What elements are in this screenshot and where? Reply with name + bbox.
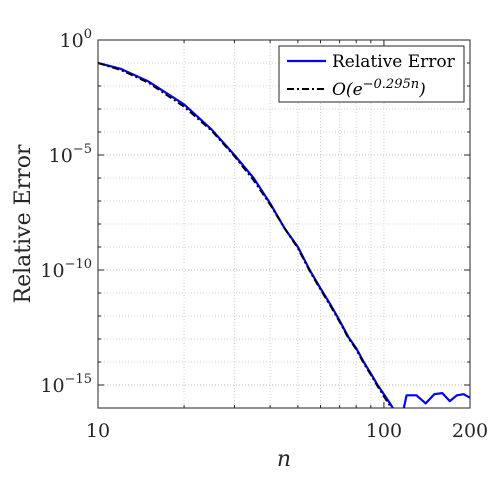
- y-tick-label: 10−15: [40, 372, 92, 397]
- legend-label-fit: O(e−0.295n): [332, 77, 426, 100]
- legend-box: [278, 45, 465, 103]
- series-relative-error-line: [98, 61, 470, 408]
- x-tick-label: 200: [452, 420, 488, 442]
- legend-label-relative-error: Relative Error: [332, 52, 456, 72]
- series-fit-line: [98, 62, 393, 408]
- x-tick-label: 10: [86, 420, 110, 442]
- y-tick-label: 100: [60, 27, 92, 52]
- legend-fit-main: O(e: [332, 80, 363, 100]
- y-tick-label: 10−5: [49, 142, 92, 167]
- legend: Relative Error O(e−0.295n): [278, 45, 465, 103]
- x-axis-label: n: [277, 447, 291, 472]
- legend-fit-tail: ): [418, 80, 426, 100]
- y-tick-label: 10−10: [40, 257, 92, 282]
- x-tick-label: 100: [366, 420, 402, 442]
- legend-fit-sup: −0.295n: [363, 77, 419, 92]
- grid-major: [98, 154, 470, 386]
- series-layer: [98, 61, 470, 408]
- y-ticks: 100 10−5 10−10 10−15: [40, 27, 470, 397]
- y-axis-label: Relative Error: [11, 144, 36, 303]
- x-ticks: 10 100 200: [86, 40, 488, 442]
